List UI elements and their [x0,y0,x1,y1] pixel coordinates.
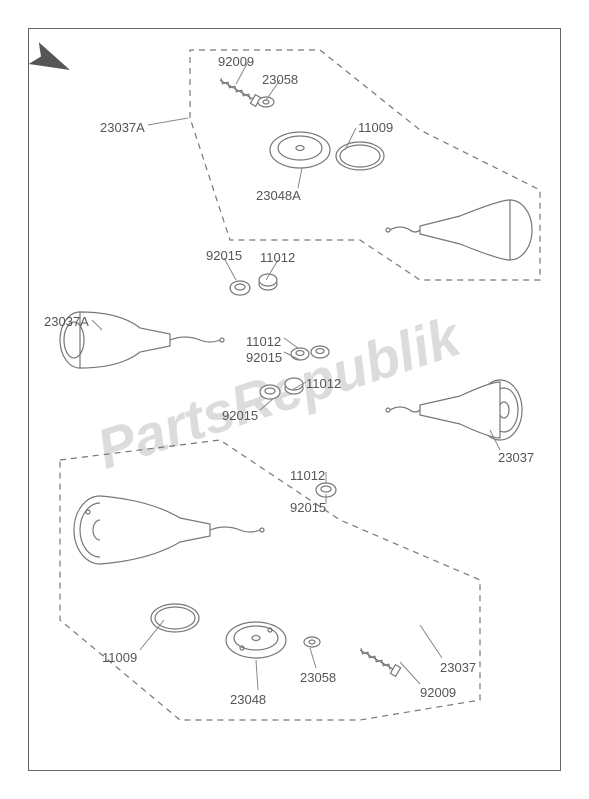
part-label: 11009 [358,120,393,135]
part-label: 11012 [290,468,325,483]
part-label: 23037A [44,314,89,329]
part-lens-cap-top [270,132,330,168]
part-label: 23037A [100,120,145,135]
part-label: 23037 [440,660,476,675]
part-grommet-a [230,281,250,295]
part-label: 92015 [290,500,326,515]
part-label: 23058 [300,670,336,685]
leader-line [256,660,258,690]
leader-line [140,620,164,650]
leader-line [420,625,442,658]
leader-line [260,398,274,410]
part-label: 92009 [218,54,254,69]
part-signal-rear-right [386,380,522,440]
part-label: 23058 [262,72,298,87]
part-label: 11012 [306,376,341,391]
part-signal-housing-open [74,496,264,564]
part-label: 23048A [256,188,301,203]
part-label: 92009 [420,685,456,700]
part-label: 23037 [498,450,534,465]
leader-line [298,168,302,188]
part-cap-c [285,378,303,394]
part-screw-bottom [358,646,401,677]
part-label: 11009 [102,650,137,665]
part-label: 11012 [260,250,295,265]
part-label: 92015 [222,408,258,423]
part-label: 92015 [206,248,242,263]
leader-line [310,648,316,668]
part-washer-top [258,97,274,107]
part-grommet-c [260,385,280,399]
diagram-svg [0,0,589,799]
part-grommet-b2 [311,346,329,358]
leader-line [400,662,420,684]
part-screw-top [218,76,261,107]
part-label: 92015 [246,350,282,365]
part-signal-front-right [386,200,532,260]
group-outline-bottom [60,440,480,720]
leader-line [148,118,188,125]
direction-arrow [29,42,75,81]
part-grommet-b [291,348,309,360]
part-label: 11012 [246,334,281,349]
part-gasket-top [336,142,384,170]
part-washer-bottom [304,637,320,647]
part-label: 23048 [230,692,266,707]
leader-line [284,338,298,348]
part-lens-cap-bottom [226,622,286,658]
